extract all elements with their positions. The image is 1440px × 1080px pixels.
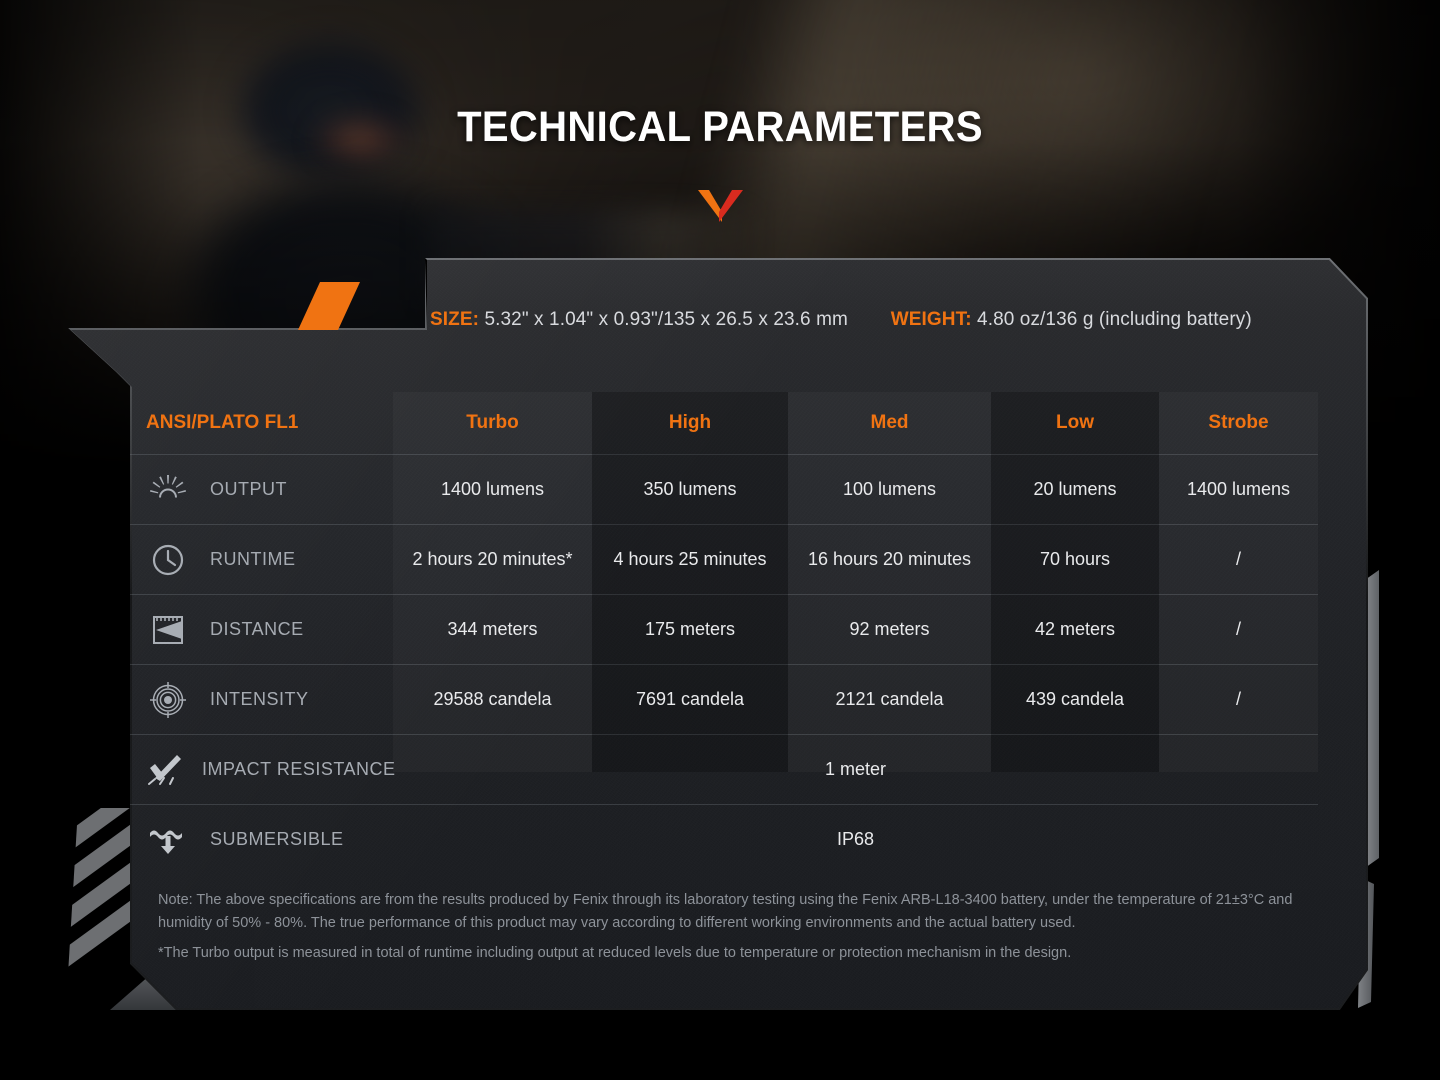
cell-impact-resistance-value: 1 meter: [824, 759, 887, 779]
target-intensity-icon: [146, 681, 190, 718]
row-label-text: SUBMERSIBLE: [210, 829, 344, 849]
column-header-ansi: ANSI/PLATO FL1: [146, 412, 299, 433]
size-label: SIZE:: [430, 309, 480, 330]
column-header-turbo: Turbo: [466, 412, 519, 433]
weight-value: 4.80 oz/136 g (including battery): [977, 309, 1252, 330]
cell-runtime-strobe: /: [1235, 549, 1241, 569]
row-label-intensity: INTENSITY: [130, 665, 393, 734]
row-label-text: INTENSITY: [210, 689, 309, 709]
submersible-waves-icon: [146, 825, 190, 855]
cell-distance-high: 175 meters: [644, 619, 736, 639]
column-header-strobe: Strobe: [1208, 412, 1269, 433]
cell-distance-strobe: /: [1235, 619, 1241, 639]
table-row: RUNTIME 2 hours 20 minutes* 4 hours 25 m…: [130, 524, 1318, 594]
footnote-block: Note: The above specifications are from …: [158, 889, 1306, 965]
cell-output-turbo: 1400 lumens: [440, 479, 545, 499]
cell-output-low: 20 lumens: [1033, 479, 1117, 499]
weight-label: WEIGHT:: [890, 309, 972, 330]
cell-intensity-med: 2121 candela: [835, 689, 944, 709]
column-header-high: High: [668, 412, 712, 433]
cell-distance-med: 92 meters: [849, 619, 930, 639]
table-header-row: ANSI/PLATO FL1 Turbo High Med Low Strobe: [130, 392, 1318, 454]
cell-output-strobe: 1400 lumens: [1186, 479, 1291, 499]
table-row: IMPACT RESISTANCE 1 meter: [130, 734, 1318, 804]
clock-icon: [146, 543, 190, 577]
row-label-text: DISTANCE: [210, 619, 304, 639]
table-row: SUBMERSIBLE IP68: [130, 804, 1318, 874]
column-header-low: Low: [1056, 412, 1094, 433]
chevron-down-icon: [698, 190, 743, 222]
footnote-line-1: Note: The above specifications are from …: [158, 892, 1293, 931]
row-label-submersible: SUBMERSIBLE: [130, 805, 393, 874]
table-row: INTENSITY 29588 candela 7691 candela 212…: [130, 664, 1318, 734]
sun-burst-icon: [146, 474, 190, 505]
row-label-text: OUTPUT: [210, 479, 287, 499]
row-label-text: IMPACT RESISTANCE: [202, 759, 396, 779]
table-row: OUTPUT 1400 lumens 350 lumens 100 lumens…: [130, 454, 1318, 524]
cell-output-med: 100 lumens: [842, 479, 937, 499]
cell-intensity-high: 7691 candela: [635, 689, 745, 709]
row-label-distance: DISTANCE: [130, 595, 393, 664]
beam-distance-icon: [146, 614, 190, 646]
cell-submersible-value: IP68: [836, 829, 875, 849]
size-value: 5.32" x 1.04" x 0.93"/135 x 26.5 x 23.6 …: [484, 309, 848, 330]
column-header-med: Med: [870, 412, 909, 433]
row-label-runtime: RUNTIME: [130, 525, 393, 594]
cell-runtime-med: 16 hours 20 minutes: [807, 549, 972, 569]
cell-runtime-high: 4 hours 25 minutes: [613, 549, 767, 569]
cell-distance-turbo: 344 meters: [447, 619, 538, 639]
row-label-text: RUNTIME: [210, 549, 296, 569]
page-title: TECHNICAL PARAMETERS: [457, 103, 983, 151]
row-label-impact-resistance: IMPACT RESISTANCE: [130, 735, 396, 804]
cell-output-high: 350 lumens: [643, 479, 737, 499]
cell-intensity-turbo: 29588 candela: [433, 689, 552, 709]
specification-table: ANSI/PLATO FL1 Turbo High Med Low Strobe: [130, 392, 1318, 874]
title-block: TECHNICAL PARAMETERS: [0, 0, 1440, 222]
cell-distance-low: 42 meters: [1034, 619, 1116, 639]
size-weight-header: SIZE: 5.32" x 1.04" x 0.93"/135 x 26.5 x…: [430, 309, 1252, 331]
cell-intensity-low: 439 candela: [1025, 689, 1125, 709]
table-row: DISTANCE 344 meters 175 meters 92 meters…: [130, 594, 1318, 664]
row-label-output: OUTPUT: [130, 455, 393, 524]
footnote-line-2: *The Turbo output is measured in total o…: [158, 945, 1072, 961]
impact-drop-icon: [146, 753, 182, 787]
cell-intensity-strobe: /: [1235, 689, 1241, 709]
cell-runtime-turbo: 2 hours 20 minutes*: [412, 549, 573, 569]
cell-runtime-low: 70 hours: [1039, 549, 1111, 569]
